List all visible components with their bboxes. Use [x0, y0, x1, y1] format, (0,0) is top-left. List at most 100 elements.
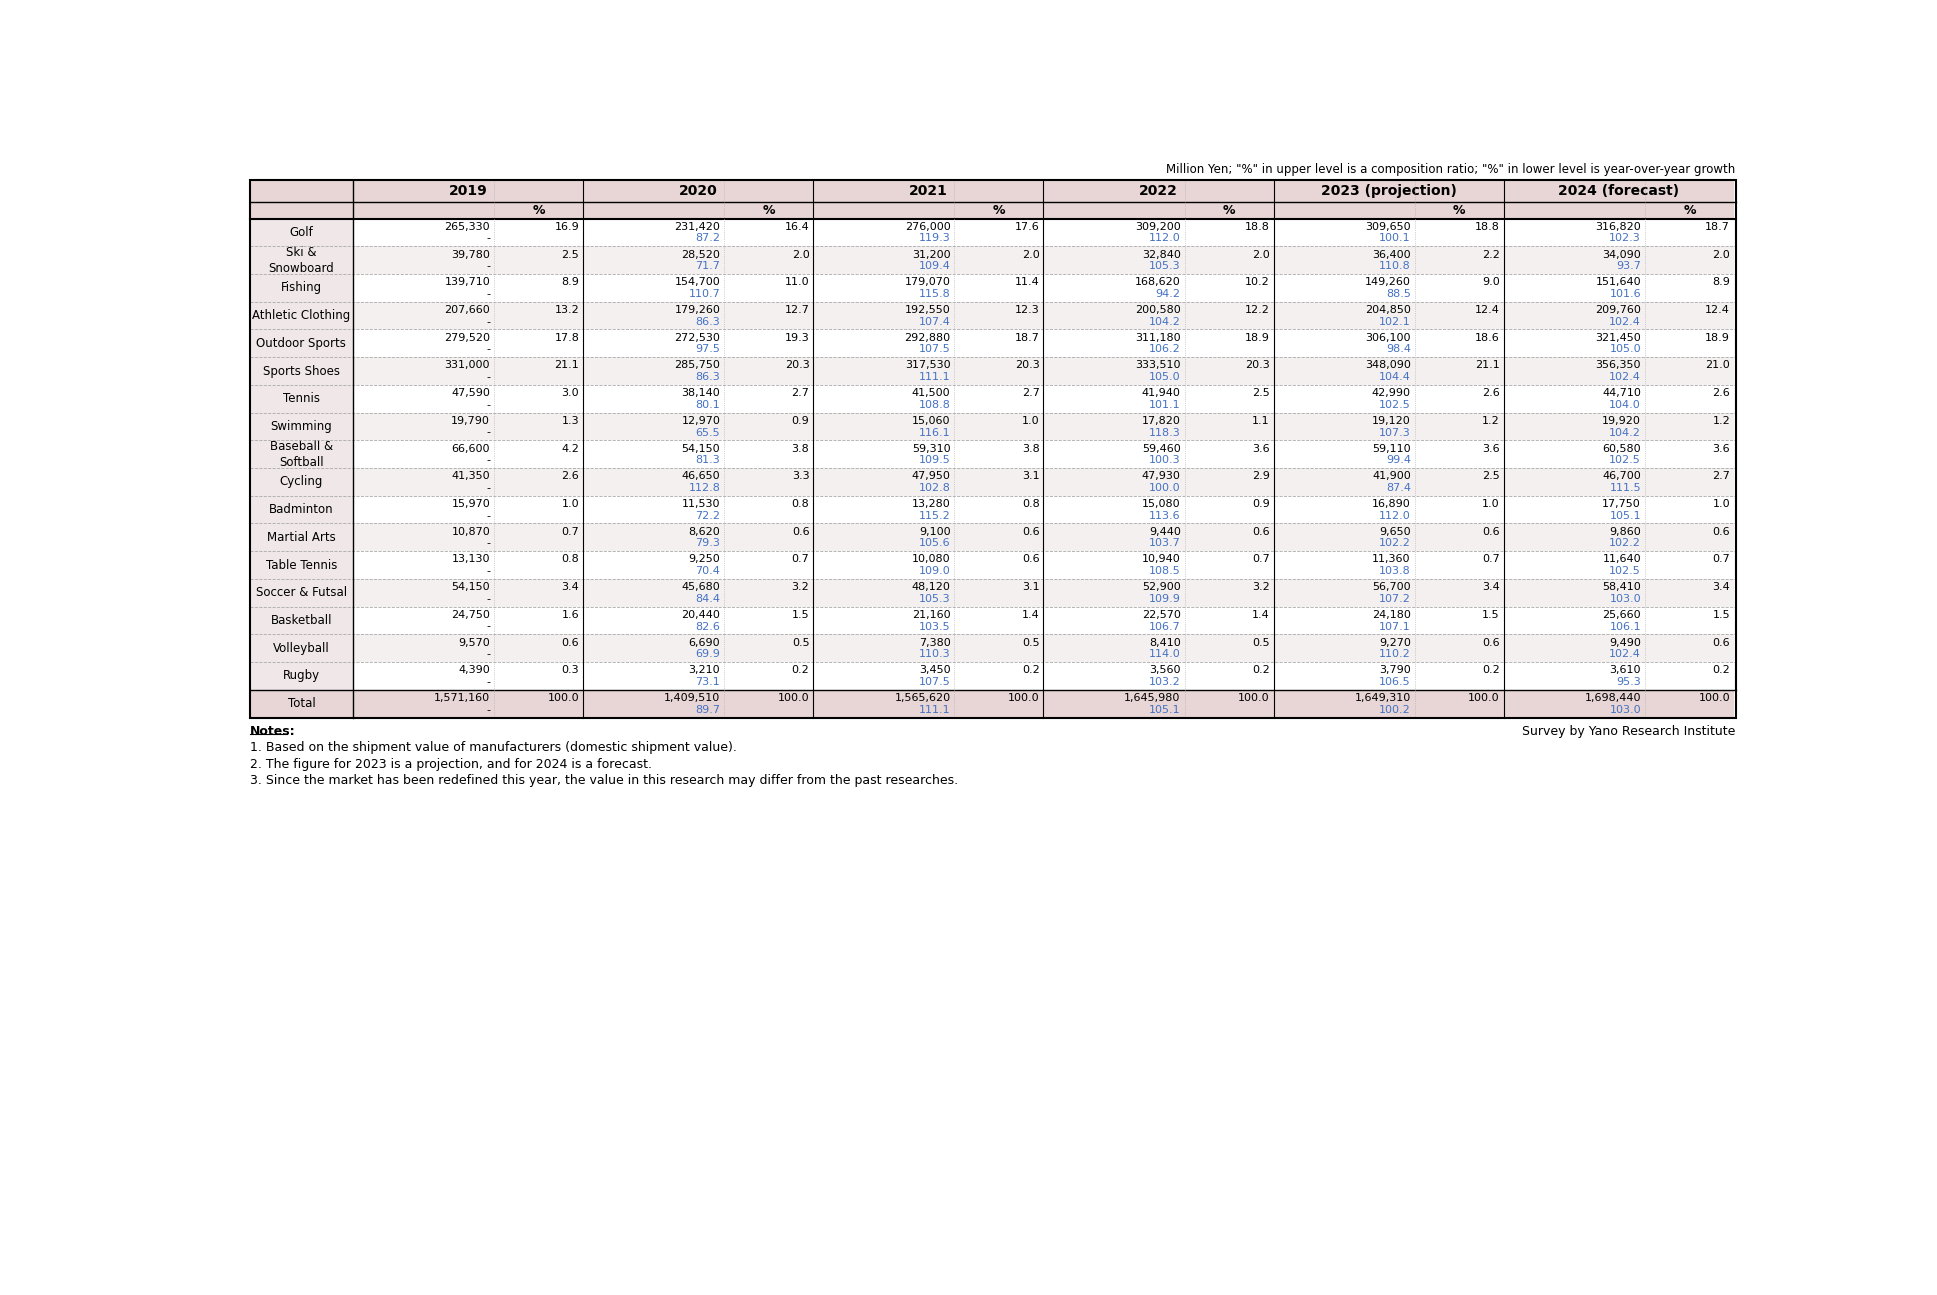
Text: 1. Based on the shipment value of manufacturers (domestic shipment value).: 1. Based on the shipment value of manufa…	[250, 741, 736, 754]
Text: Ski &
Snowboard: Ski & Snowboard	[269, 246, 335, 275]
Bar	[814, 552, 955, 579]
Text: 3,560: 3,560	[1149, 666, 1182, 676]
Text: 100.0: 100.0	[548, 693, 579, 703]
Text: 10.2: 10.2	[1245, 277, 1271, 287]
Bar	[1414, 523, 1503, 552]
Bar	[955, 357, 1044, 385]
Bar	[583, 180, 814, 202]
Text: 94.2: 94.2	[1156, 289, 1182, 299]
Text: 100.1: 100.1	[1379, 233, 1410, 243]
Bar	[814, 690, 955, 717]
Text: 2.7: 2.7	[1712, 471, 1730, 482]
Text: Sports Shoes: Sports Shoes	[263, 364, 339, 378]
Bar	[724, 246, 814, 275]
Bar	[583, 552, 724, 579]
Bar	[1275, 246, 1414, 275]
Bar	[1645, 275, 1734, 302]
Text: -: -	[486, 483, 490, 493]
Text: 0.6: 0.6	[792, 527, 810, 536]
Text: 3.2: 3.2	[1251, 583, 1271, 592]
Text: 99.4: 99.4	[1385, 456, 1410, 465]
Text: 10,940: 10,940	[1143, 554, 1182, 565]
Text: 9,250: 9,250	[688, 554, 721, 565]
Bar	[1275, 202, 1503, 219]
Bar	[583, 467, 724, 496]
Bar	[724, 302, 814, 329]
Text: 10,870: 10,870	[451, 527, 490, 536]
Bar	[1503, 496, 1645, 523]
Bar	[494, 219, 583, 246]
Text: 36,400: 36,400	[1371, 250, 1410, 259]
Text: 9,860: 9,860	[1610, 527, 1641, 536]
Bar	[1275, 662, 1414, 690]
Bar	[353, 635, 494, 662]
Text: 2.9: 2.9	[1251, 471, 1271, 482]
Text: 1.6: 1.6	[562, 610, 579, 620]
Bar	[583, 662, 724, 690]
Bar	[1645, 496, 1734, 523]
Text: 24,750: 24,750	[451, 610, 490, 620]
Text: 102.2: 102.2	[1379, 539, 1410, 548]
Text: 59,460: 59,460	[1143, 444, 1182, 453]
Bar	[1044, 552, 1185, 579]
Text: 3,450: 3,450	[918, 666, 951, 676]
Text: -: -	[486, 566, 490, 576]
Text: 356,350: 356,350	[1596, 360, 1641, 370]
Bar	[1645, 467, 1734, 496]
Text: 25,660: 25,660	[1602, 610, 1641, 620]
Text: 2019: 2019	[449, 184, 488, 198]
Bar	[1414, 606, 1503, 635]
Bar	[250, 440, 353, 467]
Bar	[1185, 357, 1275, 385]
Text: -: -	[486, 372, 490, 382]
Bar	[1044, 357, 1185, 385]
Text: 28,520: 28,520	[682, 250, 721, 259]
Text: -: -	[486, 344, 490, 355]
Bar	[955, 606, 1044, 635]
Bar	[1503, 275, 1645, 302]
Text: 139,710: 139,710	[444, 277, 490, 287]
Bar	[583, 246, 724, 275]
Text: 18.8: 18.8	[1245, 221, 1271, 232]
Text: 104.0: 104.0	[1610, 400, 1641, 409]
Text: 106.1: 106.1	[1610, 622, 1641, 632]
Text: 109.9: 109.9	[1149, 594, 1182, 603]
Bar	[583, 302, 724, 329]
Bar	[1414, 496, 1503, 523]
Text: %: %	[533, 203, 544, 216]
Bar	[1414, 690, 1503, 717]
Text: 109.4: 109.4	[918, 262, 951, 271]
Text: 311,180: 311,180	[1135, 333, 1182, 343]
Text: 10,080: 10,080	[912, 554, 951, 565]
Text: 19,920: 19,920	[1602, 416, 1641, 426]
Text: 1.2: 1.2	[1482, 416, 1499, 426]
Text: 102.8: 102.8	[918, 483, 951, 493]
Bar	[353, 219, 494, 246]
Text: 81.3: 81.3	[695, 456, 721, 465]
Bar	[353, 440, 494, 467]
Text: 19.3: 19.3	[784, 333, 810, 343]
Text: 0.6: 0.6	[1482, 637, 1499, 648]
Bar	[494, 552, 583, 579]
Bar	[494, 357, 583, 385]
Bar	[1414, 246, 1503, 275]
Bar	[1185, 662, 1275, 690]
Text: 100.0: 100.0	[1238, 693, 1271, 703]
Text: 106.5: 106.5	[1379, 677, 1410, 688]
Text: 16.9: 16.9	[554, 221, 579, 232]
Bar	[353, 329, 494, 357]
Text: 154,700: 154,700	[674, 277, 721, 287]
Text: 316,820: 316,820	[1596, 221, 1641, 232]
Text: Cycling: Cycling	[279, 475, 323, 488]
Text: 0.6: 0.6	[1712, 527, 1730, 536]
Text: 2.7: 2.7	[792, 388, 810, 398]
Text: 46,700: 46,700	[1602, 471, 1641, 482]
Text: 18.7: 18.7	[1705, 221, 1730, 232]
Text: 19,790: 19,790	[451, 416, 490, 426]
Text: 105.1: 105.1	[1610, 510, 1641, 521]
Text: 71.7: 71.7	[695, 262, 721, 271]
Text: 0.2: 0.2	[1482, 666, 1499, 676]
Bar	[955, 690, 1044, 717]
Text: 12.4: 12.4	[1705, 306, 1730, 315]
Text: 13,130: 13,130	[451, 554, 490, 565]
